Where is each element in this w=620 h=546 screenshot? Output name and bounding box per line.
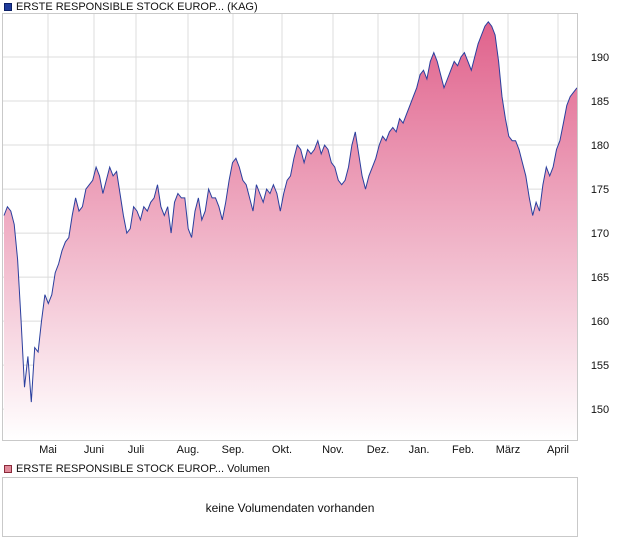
x-tick-label: Aug. bbox=[177, 444, 200, 456]
volume-legend: ERSTE RESPONSIBLE STOCK EUROP... Volumen bbox=[4, 463, 270, 475]
volume-series-swatch bbox=[4, 465, 12, 473]
volume-panel: keine Volumendaten vorhanden bbox=[2, 477, 578, 537]
y-tick-label: 190 bbox=[591, 52, 609, 64]
x-tick-label: Juni bbox=[84, 444, 104, 456]
y-tick-label: 150 bbox=[591, 404, 609, 416]
volume-series-label: ERSTE RESPONSIBLE STOCK EUROP... Volumen bbox=[16, 463, 270, 475]
price-series-line bbox=[3, 20, 578, 403]
x-axis: Mai Juni Juli Aug. Sep. Okt. Nov. Dez. Jan. Feb. M… bbox=[39, 444, 569, 456]
x-tick-label: Mai bbox=[39, 444, 57, 456]
x-tick-label: Nov. bbox=[322, 444, 344, 456]
y-tick-label: 185 bbox=[591, 96, 609, 108]
price-area-fill bbox=[4, 21, 577, 441]
y-tick-label: 165 bbox=[591, 272, 609, 284]
chart-frame bbox=[2, 13, 578, 441]
price-series-swatch bbox=[4, 3, 12, 11]
y-tick-label: 160 bbox=[591, 316, 609, 328]
x-tick-label: Sep. bbox=[222, 444, 245, 456]
x-tick-label: Okt. bbox=[272, 444, 292, 456]
y-axis: 150 155 160 165 170 175 180 185 190 bbox=[591, 52, 609, 416]
x-tick-label: April bbox=[547, 444, 569, 456]
x-tick-label: März bbox=[496, 444, 520, 456]
price-series-label: ERSTE RESPONSIBLE STOCK EUROP... (KAG) bbox=[16, 1, 258, 13]
x-tick-label: Juli bbox=[128, 444, 145, 456]
x-tick-label: Feb. bbox=[452, 444, 474, 456]
y-tick-label: 180 bbox=[591, 140, 609, 152]
y-tick-label: 155 bbox=[591, 360, 609, 372]
no-volume-message: keine Volumendaten vorhanden bbox=[205, 501, 375, 515]
x-tick-label: Dez. bbox=[367, 444, 390, 456]
y-tick-label: 170 bbox=[591, 228, 609, 240]
y-tick-label: 175 bbox=[591, 184, 609, 196]
x-tick-label: Jan. bbox=[409, 444, 430, 456]
price-chart[interactable]: 150 155 160 165 170 175 180 185 190 Mai Juni Juli A… bbox=[0, 0, 620, 460]
price-legend: ERSTE RESPONSIBLE STOCK EUROP... (KAG) bbox=[4, 1, 258, 13]
